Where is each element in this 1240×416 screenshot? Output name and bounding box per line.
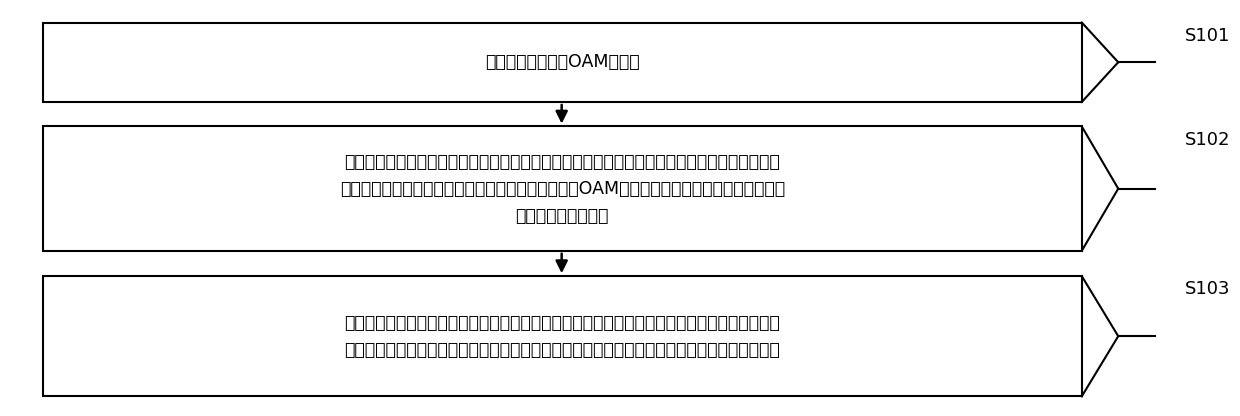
Bar — [42, 126, 1081, 251]
Text: S102: S102 — [1185, 131, 1230, 149]
Text: S103: S103 — [1185, 280, 1230, 298]
Text: 向待探测区域发射OAM电磁波: 向待探测区域发射OAM电磁波 — [485, 53, 640, 71]
Text: 根据后向散射电磁波的波场分布函数以及超几何高斯波束的轨道角动量模在径向方向的概率密度
分布求解出大气湍流对应的相位因子，使用所述复相位干扰因子以及相位因子表征大: 根据后向散射电磁波的波场分布函数以及超几何高斯波束的轨道角动量模在径向方向的概率… — [345, 314, 780, 359]
Bar — [42, 22, 1081, 102]
Bar — [42, 276, 1081, 396]
Text: S101: S101 — [1185, 27, 1230, 45]
Text: 接收针对待探测区域的后向散射电磁波，并识别出后向散射电磁波的波场分布函数，根据所述后
向散射电磁波的波场分布函数以及在无湍流条件下的OAM电磁波的波场分布函数求: 接收针对待探测区域的后向散射电磁波，并识别出后向散射电磁波的波场分布函数，根据所… — [340, 153, 785, 225]
